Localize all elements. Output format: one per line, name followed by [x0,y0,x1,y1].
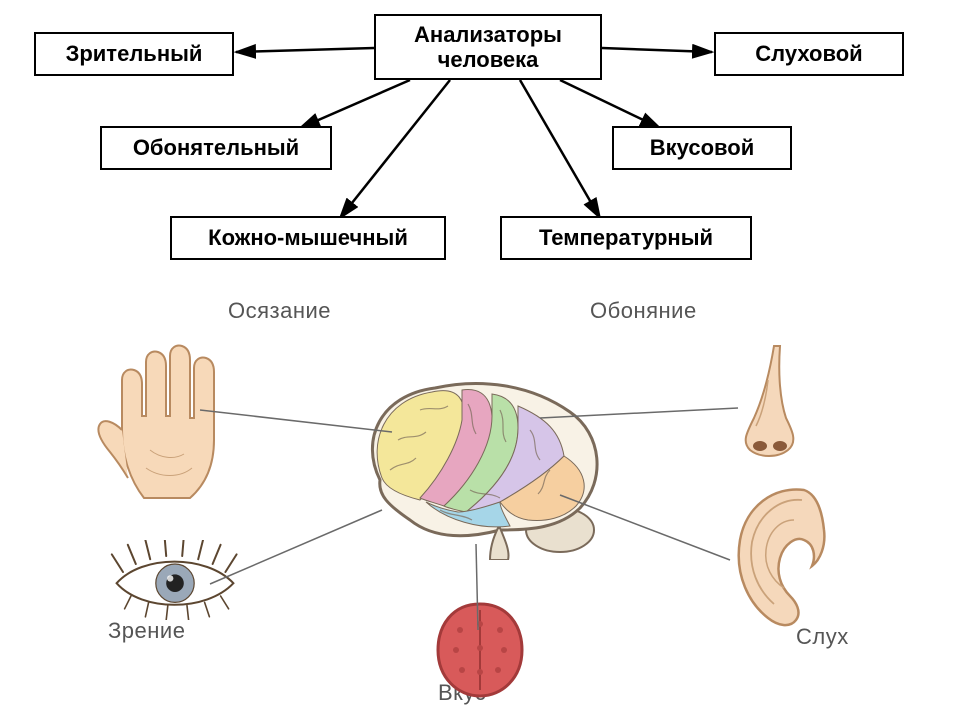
label-vision: Зрение [108,618,185,644]
box-auditory: Слуховой [714,32,904,76]
box-skin: Кожно-мышечный [170,216,446,260]
label-smell: Обоняние [590,298,697,324]
title-box: Анализаторы человека [374,14,602,80]
tongue-illustration [430,600,530,700]
ear-illustration [720,480,840,630]
label-touch: Осязание [228,298,331,324]
hand-illustration [90,330,230,500]
diagram-stage: Анализаторы человека Зрительный Слуховой… [0,0,960,720]
box-olfactory: Обонятельный [100,126,332,170]
nose-illustration [720,340,810,460]
eye-illustration [100,540,250,620]
box-taste: Вкусовой [612,126,792,170]
box-temp: Температурный [500,216,752,260]
brain-illustration [350,370,610,560]
box-visual: Зрительный [34,32,234,76]
